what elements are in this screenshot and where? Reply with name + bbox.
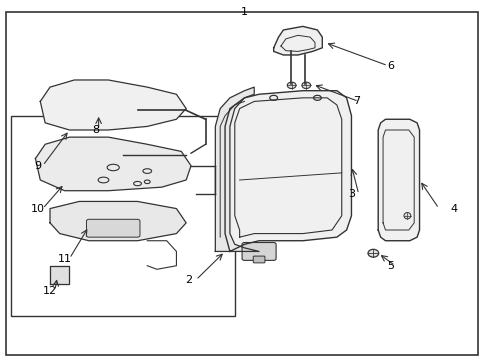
Text: 7: 7 (352, 96, 359, 107)
Text: 9: 9 (34, 161, 41, 171)
Text: 11: 11 (58, 253, 71, 264)
Polygon shape (377, 119, 419, 241)
Text: 6: 6 (386, 61, 393, 71)
Text: 3: 3 (347, 189, 354, 199)
Polygon shape (40, 80, 186, 130)
Polygon shape (50, 266, 69, 284)
Text: 12: 12 (43, 286, 57, 296)
Bar (11, 116, 234, 316)
Text: 4: 4 (449, 203, 456, 213)
Ellipse shape (403, 212, 410, 219)
FancyBboxPatch shape (253, 256, 264, 263)
Text: 5: 5 (386, 261, 393, 271)
Polygon shape (215, 87, 259, 251)
Text: 8: 8 (92, 125, 100, 135)
Polygon shape (50, 202, 186, 241)
Polygon shape (273, 26, 322, 55)
Text: 10: 10 (31, 203, 45, 213)
Ellipse shape (367, 249, 378, 257)
Polygon shape (35, 137, 191, 191)
Ellipse shape (287, 82, 295, 89)
FancyBboxPatch shape (242, 243, 276, 260)
Polygon shape (224, 91, 351, 251)
Ellipse shape (301, 82, 310, 89)
FancyBboxPatch shape (86, 219, 140, 237)
Text: 2: 2 (184, 275, 192, 285)
Text: 1: 1 (241, 7, 247, 17)
